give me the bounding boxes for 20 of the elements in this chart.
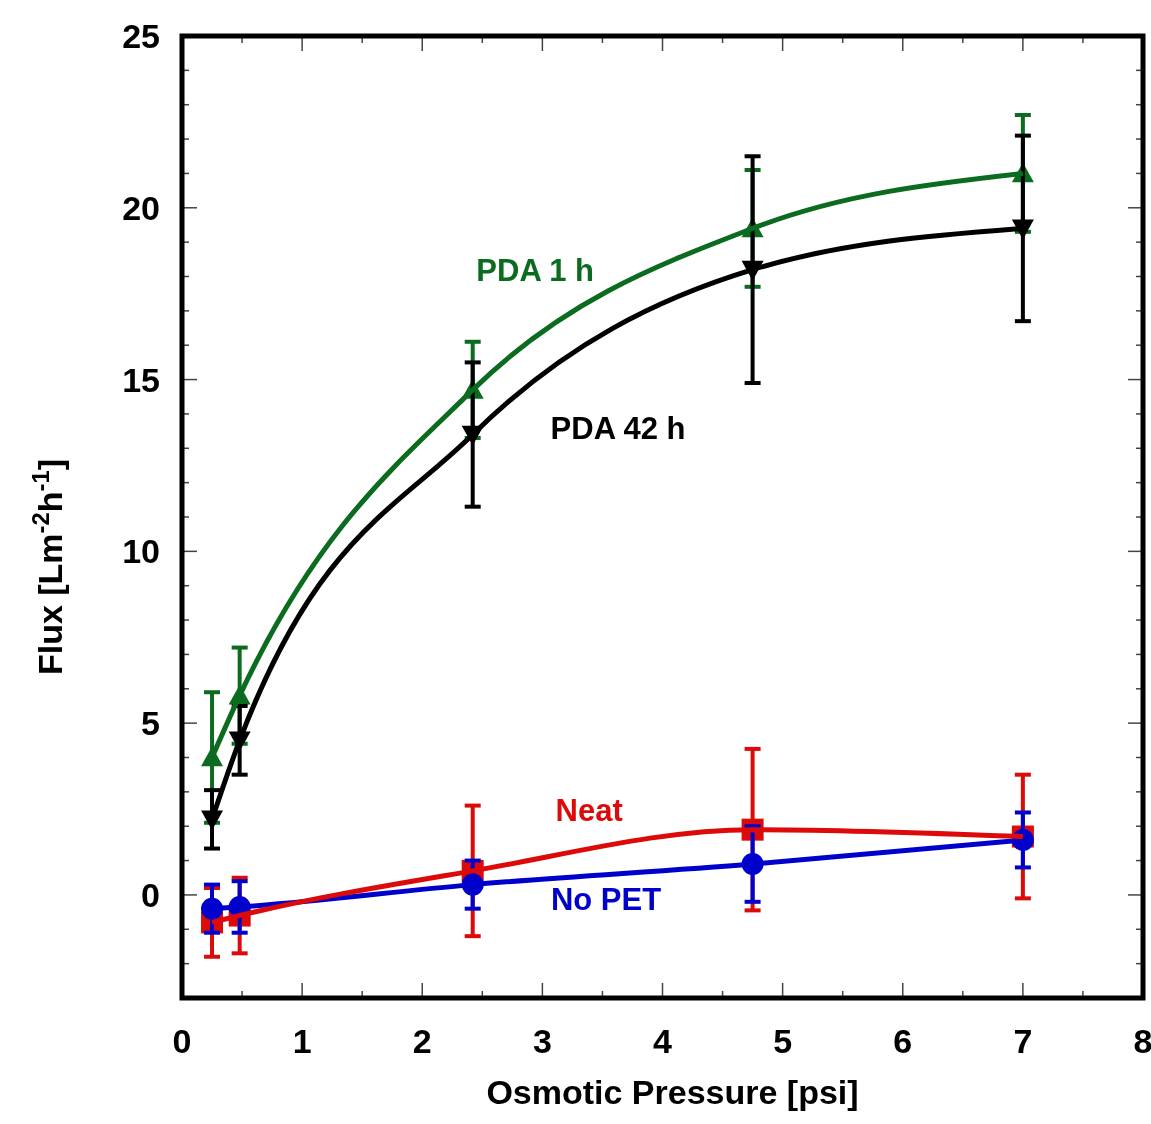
x-tick-label: 4	[653, 1022, 673, 1060]
series-label: PDA 42 h	[550, 411, 686, 447]
series-label: Neat	[555, 792, 623, 828]
x-tick-label: 2	[412, 1022, 432, 1060]
y-tick-label: 15	[122, 360, 160, 399]
x-tick-label: 6	[893, 1022, 913, 1060]
series-label: PDA 1 h	[476, 253, 595, 289]
x-tick-label: 8	[1133, 1022, 1151, 1060]
x-tick-label: 1	[292, 1022, 312, 1060]
x-tick-label: 5	[773, 1022, 793, 1060]
x-tick-label: 7	[1013, 1022, 1033, 1060]
y-tick-label: 10	[122, 532, 160, 571]
y-tick-label: 5	[141, 704, 160, 743]
y-tick-label: 25	[122, 17, 160, 55]
y-tick-label: 0	[141, 875, 160, 914]
x-axis-title: Osmotic Pressure [psi]	[486, 1073, 859, 1111]
y-tick-label: 20	[122, 188, 160, 227]
x-tick-label: 0	[172, 1022, 192, 1060]
x-tick-label: 3	[532, 1022, 552, 1060]
series-label: No PET	[550, 881, 662, 917]
